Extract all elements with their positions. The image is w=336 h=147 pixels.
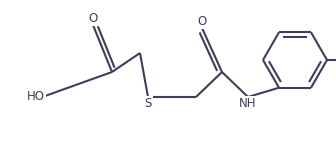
Text: S: S (144, 97, 152, 110)
Text: NH: NH (239, 97, 257, 110)
Text: O: O (197, 15, 207, 28)
Text: O: O (88, 12, 98, 25)
Text: HO: HO (27, 90, 45, 102)
